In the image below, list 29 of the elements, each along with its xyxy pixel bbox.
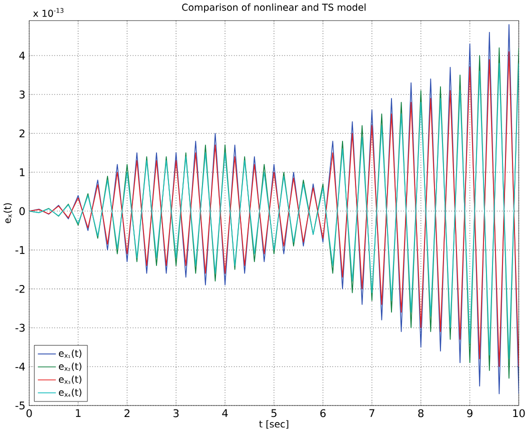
x-tick-label: 3	[174, 409, 179, 418]
y-tick-label: 1	[20, 168, 24, 176]
y-tick-label: 0	[19, 207, 25, 216]
x-tick-label: 10	[513, 409, 525, 418]
y-tick-label: -1	[15, 246, 24, 254]
x-tick-label: 2	[124, 409, 130, 417]
y-axis-title: e$_{x}$(t)	[4, 203, 12, 224]
legend-label: e$_{x₃}$(t)	[58, 375, 82, 384]
x-tick-label: 9	[467, 409, 472, 418]
y-tick-label: 4	[19, 52, 25, 60]
legend-label: e$_{x₄}$(t)	[58, 388, 82, 397]
y-tick-label: 2	[20, 129, 24, 138]
y-tick-label: -2	[15, 284, 24, 293]
x-tick-label: 4	[222, 409, 228, 417]
y-tick-label: -3	[15, 324, 25, 332]
x-tick-label: 7	[369, 409, 374, 417]
x-axis-title: t [sec]	[259, 420, 288, 429]
legend-label: e$_{x₁}$(t)	[58, 349, 82, 358]
y-tick-label: -4	[15, 362, 25, 370]
y-tick-label: 3	[20, 90, 25, 98]
x-tick-label: 1	[76, 409, 81, 417]
legend-label: e$_{x₂}$(t)	[58, 362, 82, 371]
x-tick-label: 0	[26, 409, 32, 418]
y-tick-label: -5	[15, 402, 25, 410]
text: x 10$^{-13}$	[33, 8, 64, 17]
x-tick-label: 8	[418, 409, 424, 418]
x-tick-label: 6	[320, 409, 326, 418]
chart-title: Comparison of nonlinear and TS model	[182, 3, 366, 13]
x-tick-label: 5	[271, 409, 276, 417]
